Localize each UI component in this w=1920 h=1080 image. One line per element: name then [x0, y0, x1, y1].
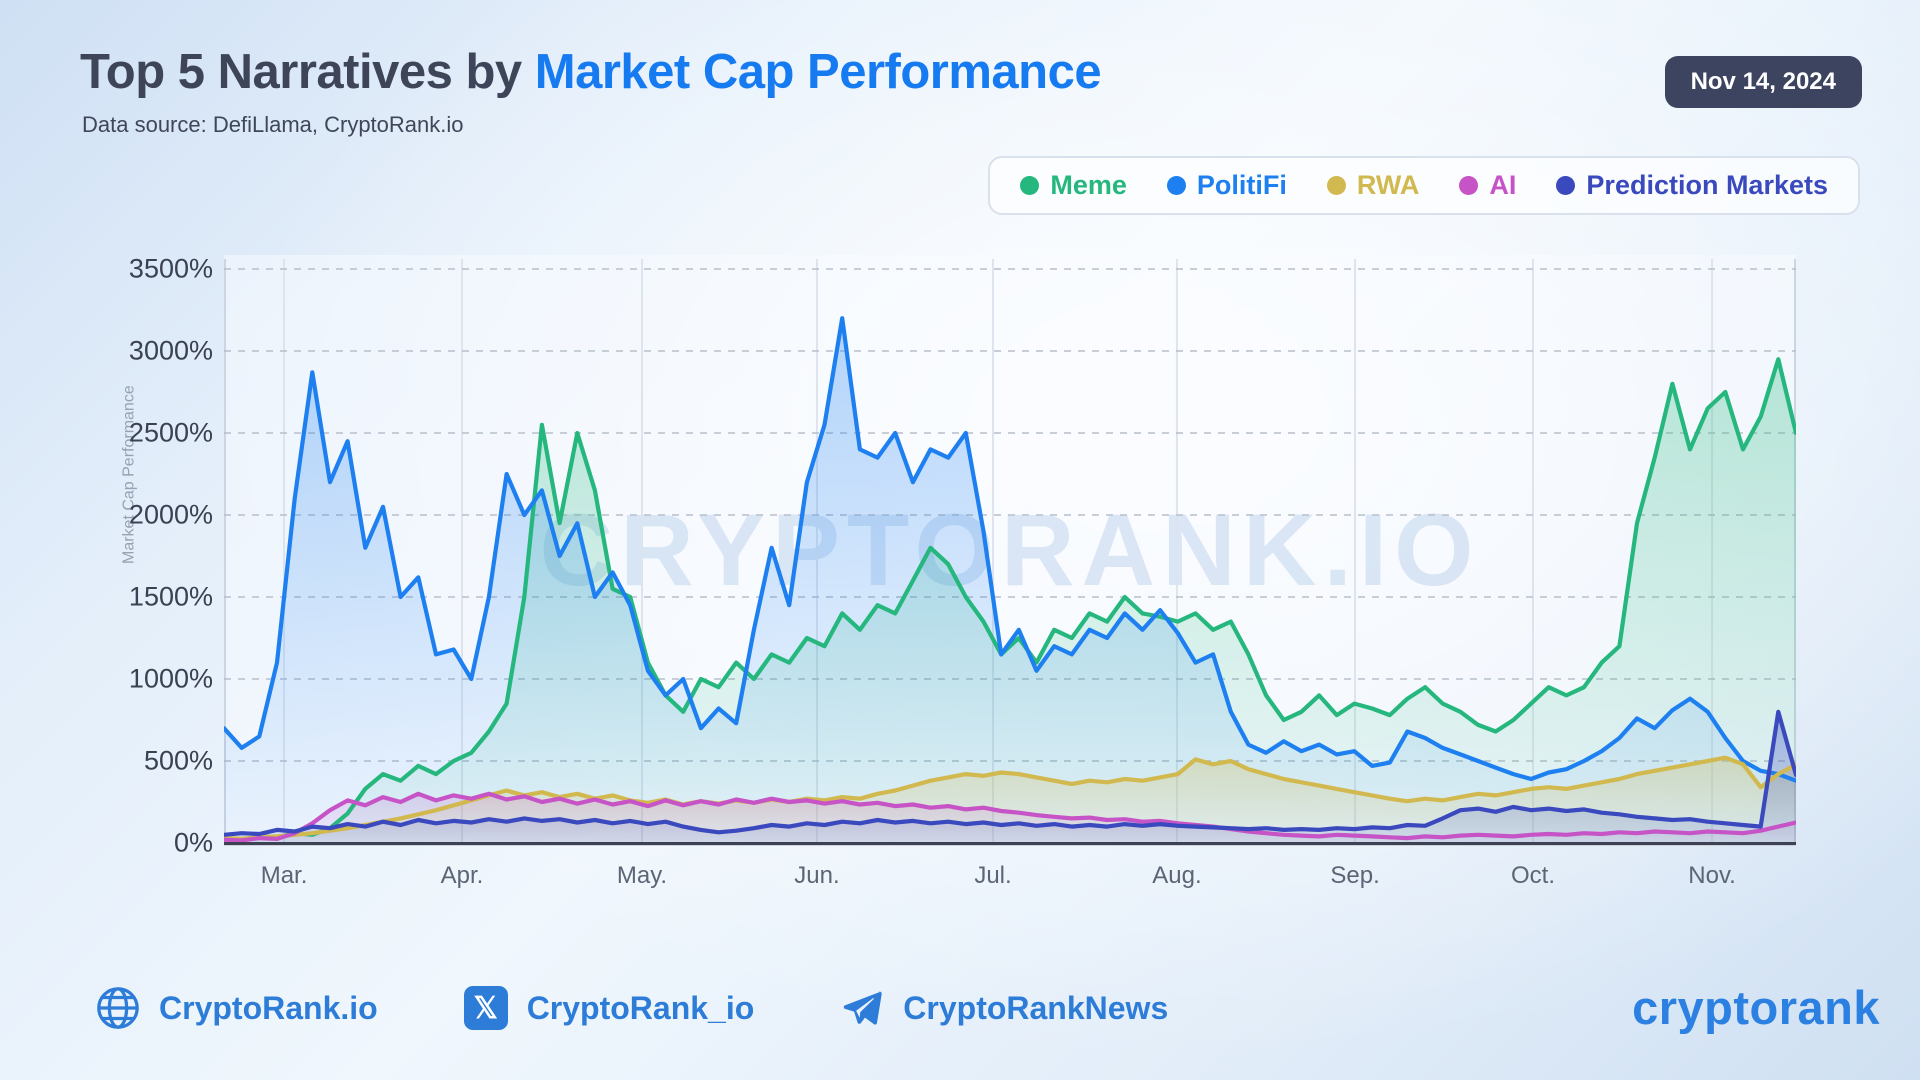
footer-link-label: CryptoRankNews — [903, 989, 1169, 1026]
data-source-subtitle: Data source: DefiLlama, CryptoRank.io — [82, 112, 464, 137]
page-title: Top 5 Narratives by Market Cap Performan… — [80, 44, 1102, 100]
legend-item-politifi[interactable]: PolitiFi — [1166, 170, 1287, 201]
footer-link-label: CryptoRank_io — [526, 989, 755, 1026]
x-tick-label-may: May. — [616, 862, 668, 889]
legend-item-rwa[interactable]: RWA — [1326, 170, 1420, 201]
x-tick-label-aug: Aug. — [1152, 862, 1202, 889]
legend-dot — [1166, 176, 1186, 195]
legend-item-prediction-markets[interactable]: Prediction Markets — [1556, 170, 1828, 201]
legend-dot — [1326, 176, 1346, 195]
legend-label: AI — [1489, 170, 1517, 200]
y-tick-label: 0% — [173, 827, 213, 858]
chart-canvas — [224, 259, 1796, 846]
x-tick-label-jun: Jun. — [794, 862, 840, 889]
series-line-ai — [224, 791, 1796, 843]
series-line-prediction-markets — [224, 709, 1796, 837]
series-line-meme — [224, 357, 1796, 842]
date-badge: Nov 14, 2024 — [1664, 56, 1862, 108]
x-tick-label-sep: Sep. — [1330, 862, 1380, 889]
legend-label: Prediction Markets — [1586, 170, 1828, 200]
y-tick-label: 3500% — [128, 253, 213, 284]
legend-item-ai[interactable]: AI — [1459, 170, 1516, 201]
x-tick-label-apr: Apr. — [440, 862, 484, 889]
x-tick-label-nov: Nov. — [1688, 862, 1736, 889]
legend-label: Meme — [1050, 170, 1127, 200]
series-area-politifi — [224, 318, 1796, 843]
footer-links: CryptoRank.io 𝕏 CryptoRank_io CryptoRankNew… — [95, 985, 1168, 1031]
legend-dot — [1556, 176, 1576, 195]
series-area-prediction-markets — [224, 711, 1796, 843]
legend-item-meme[interactable]: Meme — [1020, 170, 1127, 201]
y-tick-label: 1000% — [128, 663, 213, 694]
chart-legend: Meme PolitiFi RWA AI Prediction Markets — [988, 156, 1860, 215]
x-tick-label-jul: Jul. — [974, 862, 1012, 889]
page-title-accent: Market Cap Performance — [534, 45, 1102, 99]
watermark: CRYPTORANK.IO — [539, 493, 1481, 607]
legend-dot — [1020, 176, 1040, 195]
x-tick-label-mar: Mar. — [260, 862, 308, 889]
y-tick-label: 1500% — [128, 581, 213, 612]
footer-link-cryptorank.io[interactable]: CryptoRank.io — [95, 985, 378, 1031]
telegram-icon — [839, 985, 885, 1031]
footer-link-label: CryptoRank.io — [159, 989, 378, 1026]
y-tick-label: 2000% — [128, 499, 213, 530]
cryptorank-logo: cryptorank — [1632, 981, 1880, 1034]
y-axis-title: Market Cap Performance — [120, 385, 138, 564]
x-tick-label-oct: Oct. — [1510, 862, 1556, 889]
legend-dot — [1459, 176, 1479, 195]
legend-label: RWA — [1356, 170, 1420, 200]
globe-icon — [95, 985, 141, 1031]
series-line-politifi — [224, 316, 1796, 783]
footer-link-cryptoranknews[interactable]: CryptoRankNews — [839, 985, 1168, 1031]
y-tick-label: 500% — [143, 745, 213, 776]
legend-label: PolitiFi — [1196, 170, 1287, 200]
x-icon: 𝕏 — [463, 985, 509, 1031]
y-tick-label: 2500% — [128, 417, 213, 448]
page-title-prefix: Top 5 Narratives by — [80, 45, 535, 99]
footer-link-cryptorank_io[interactable]: 𝕏 CryptoRank_io — [463, 985, 755, 1031]
y-tick-label: 3000% — [128, 335, 213, 366]
